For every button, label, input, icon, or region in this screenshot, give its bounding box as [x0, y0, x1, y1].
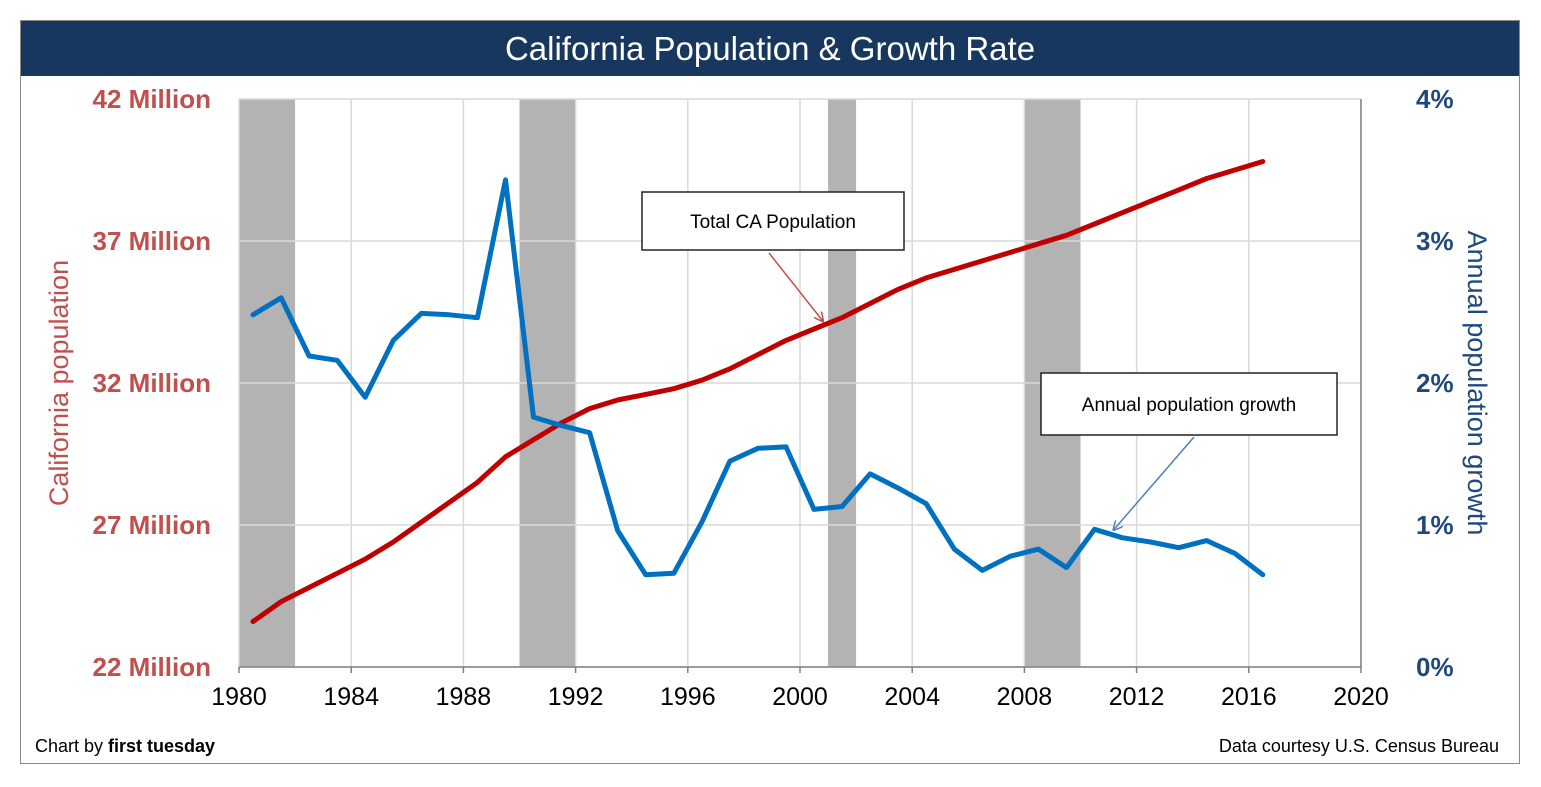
growth-rate-line [250, 177, 1266, 578]
population-line [250, 159, 1266, 625]
x-tick-label: 2016 [1221, 683, 1277, 711]
chart-title: California Population & Growth Rate [21, 21, 1519, 76]
x-tick-label: 2020 [1333, 683, 1389, 711]
x-tick-label: 1980 [211, 683, 267, 711]
chart-svg: Total CA Population Annual population gro… [44, 84, 1492, 711]
x-tick-label: 1984 [323, 683, 379, 711]
right-y-axis-title: Annual population growth [1462, 231, 1492, 536]
left-y-tick-label: 32 Million [93, 368, 211, 398]
growth-callout-arrow [1114, 436, 1195, 529]
left-y-tick-label: 37 Million [93, 226, 211, 256]
right-y-tick-label: 1% [1416, 510, 1454, 540]
growth-callout-label: Annual population growth [1082, 395, 1296, 416]
right-y-tick-label: 2% [1416, 368, 1454, 398]
population-callout-arrow [768, 252, 822, 321]
right-y-tick-label: 0% [1416, 652, 1454, 682]
left-y-axis-title: California population [44, 260, 74, 506]
chart-credit: Chart by first tuesday [35, 736, 215, 757]
population-callout-label: Total CA Population [690, 212, 856, 233]
x-tick-label: 1996 [660, 683, 716, 711]
credit-brand: first tuesday [108, 736, 216, 756]
x-tick-label: 2004 [884, 683, 940, 711]
x-tick-label: 2012 [1109, 683, 1165, 711]
chart-frame: California Population & Growth Rate Tota… [20, 20, 1520, 764]
x-tick-label: 1992 [548, 683, 604, 711]
data-source: Data courtesy U.S. Census Bureau [1218, 736, 1499, 756]
right-y-tick-label: 3% [1416, 226, 1454, 256]
credit-prefix: Chart by [35, 736, 109, 756]
left-y-tick-label: 42 Million [93, 84, 211, 114]
left-y-tick-label: 22 Million [93, 652, 211, 682]
axes: 1980 1984 1988 1992 1996 2000 2004 2008 2012 2016… [44, 84, 1492, 711]
right-y-tick-label: 4% [1416, 84, 1454, 114]
left-y-tick-label: 27 Million [93, 510, 211, 540]
population-callout-box [641, 191, 905, 251]
growth-callout-box [1040, 372, 1338, 436]
series-lines [250, 159, 1266, 625]
annotations: Total CA Population Annual population gro… [641, 191, 1338, 529]
x-tick-label: 2000 [772, 683, 828, 711]
x-tick-label: 1988 [436, 683, 492, 711]
x-tick-label: 2008 [997, 683, 1053, 711]
